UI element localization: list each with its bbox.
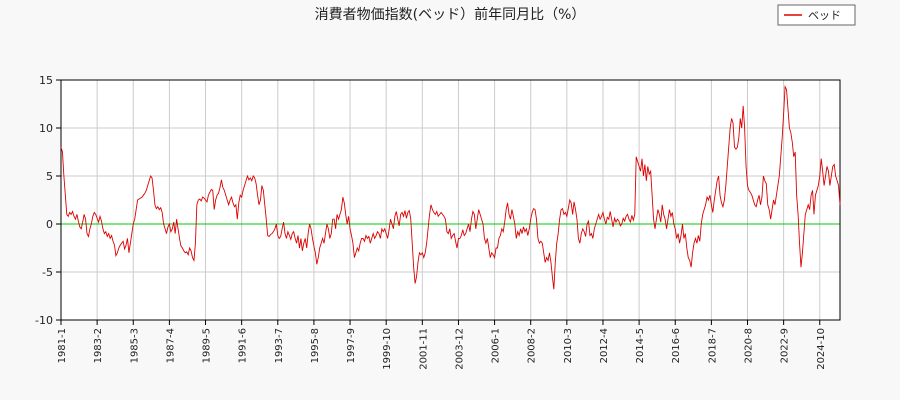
x-tick-label: 2003-12 (454, 328, 465, 370)
x-tick-label: 1993-7 (274, 328, 285, 363)
x-tick-label: 2008-2 (527, 328, 538, 363)
y-tick-label: 15 (39, 74, 53, 87)
y-tick-label: 10 (39, 122, 53, 135)
x-tick-label: 1999-10 (382, 328, 393, 370)
series-line (60, 85, 841, 290)
x-tick-label: 2001-11 (418, 328, 429, 370)
y-tick-label: -5 (42, 266, 53, 279)
x-tick-label: 1995-8 (310, 328, 321, 363)
x-tick-label: 2012-4 (599, 328, 610, 363)
legend-box (777, 4, 856, 26)
x-tick-label: 1985-3 (129, 328, 140, 363)
x-tick-label: 2016-6 (671, 328, 682, 363)
legend-label: ベッド (808, 9, 841, 22)
x-tick-label: 1991-6 (238, 328, 249, 363)
x-tick-label: 2020-8 (744, 328, 755, 363)
x-tick-label: 2014-5 (635, 328, 646, 363)
y-tick-label: 0 (46, 218, 53, 231)
x-tick-label: 1983-2 (93, 328, 104, 363)
x-tick-label: 1987-4 (165, 328, 176, 363)
y-tick-label: 5 (46, 170, 53, 183)
chart-title: 消費者物価指数(ベッド）前年同月比（%） (315, 6, 586, 23)
x-tick-label: 2024-10 (816, 328, 827, 370)
y-tick-label: -10 (35, 314, 53, 327)
x-tick-label: 2006-1 (491, 328, 502, 363)
x-tick-label: 1989-5 (202, 328, 213, 363)
x-tick-label: 1997-9 (346, 328, 357, 363)
x-tick-label: 1981-1 (57, 328, 68, 363)
x-tick-label: 2010-3 (563, 328, 574, 363)
x-tick-label: 2018-7 (707, 328, 718, 363)
x-tick-label: 2022-9 (780, 328, 791, 363)
plot-area (61, 80, 840, 320)
